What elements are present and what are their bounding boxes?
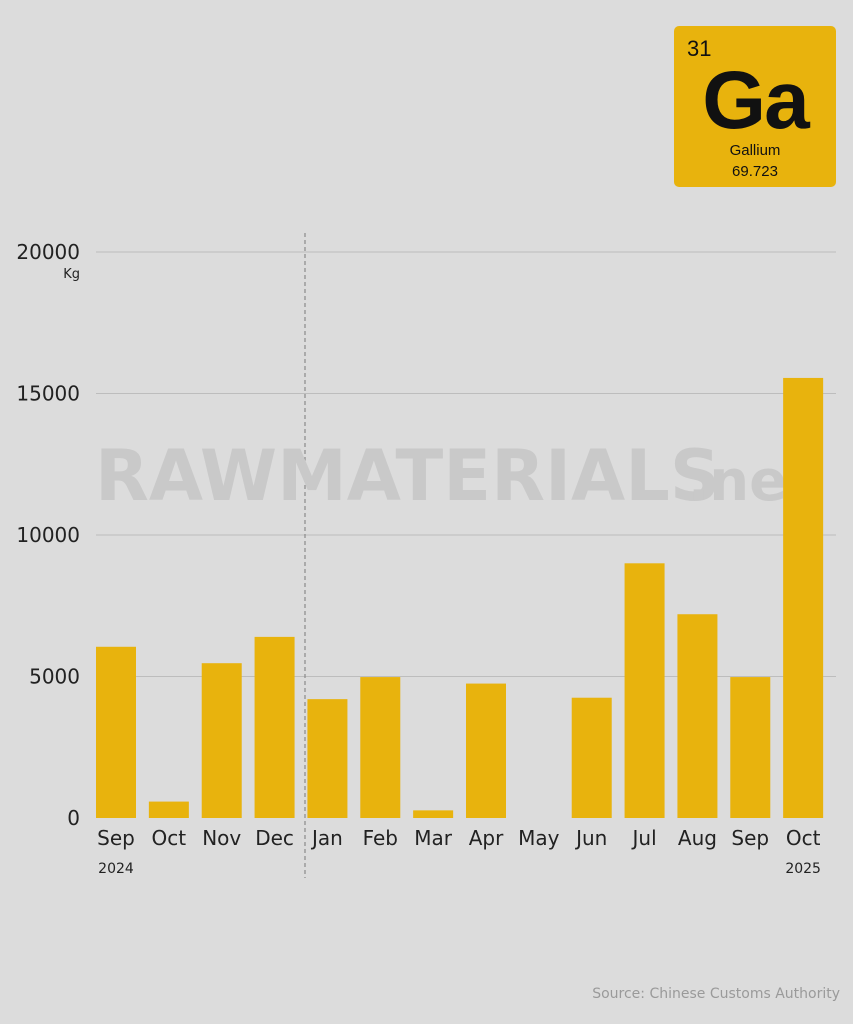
element-name: Gallium xyxy=(729,142,781,159)
x-tick-label: Mar xyxy=(414,826,453,850)
atomic-mass: 69.723 xyxy=(732,163,778,180)
x-tick-label: Jul xyxy=(631,826,657,850)
x-tick-label: Dec xyxy=(255,826,294,850)
y-tick-label: 5000 xyxy=(29,665,80,689)
y-tick-label: 15000 xyxy=(16,382,80,406)
bars-layer xyxy=(96,377,824,818)
x-tick-label: Feb xyxy=(363,826,398,850)
bar-apr-7 xyxy=(466,683,506,818)
bar-dec-3 xyxy=(254,636,295,818)
x-tick-label: Sep xyxy=(97,826,135,850)
y-tick-label: 10000 xyxy=(16,523,80,547)
element-symbol: Ga xyxy=(702,55,809,146)
x-tick-label: Oct xyxy=(786,826,821,850)
watermark-main: RAWMATERIALS xyxy=(95,435,720,517)
y-tick-label: 20000 xyxy=(16,240,80,264)
bar-oct-1 xyxy=(148,801,189,818)
year-label-2024: 2024 xyxy=(98,861,134,877)
bar-jan-4 xyxy=(307,699,348,818)
bar-nov-2 xyxy=(201,663,242,818)
bar-mar-6 xyxy=(413,810,454,818)
x-tick-label: Apr xyxy=(469,826,504,850)
atomic-number: 31 xyxy=(687,36,712,61)
x-tick-label: Aug xyxy=(678,826,717,850)
bar-sep-0 xyxy=(96,646,136,818)
x-tick-label: Jun xyxy=(574,826,607,850)
bar-jun-9 xyxy=(571,697,612,818)
bar-jul-10 xyxy=(624,563,665,818)
x-tick-label: Jan xyxy=(310,826,343,850)
x-tick-label: Sep xyxy=(731,826,769,850)
gallium-element-tile: 31 Ga Gallium 69.723 xyxy=(674,26,836,187)
y-tick-label: 0 xyxy=(67,806,80,830)
y-unit-label: Kg xyxy=(63,267,80,282)
bar-sep-12 xyxy=(730,677,771,818)
labels-layer: 0 5000 10000 15000 20000 Kg Sep Oct Nov Dec Jan Feb… xyxy=(16,240,821,877)
source-note: Source: Chinese Customs Authority xyxy=(592,986,840,1002)
x-tick-label: Oct xyxy=(152,826,187,850)
bar-oct-13 xyxy=(783,377,824,818)
x-tick-label: Nov xyxy=(202,826,241,850)
x-tick-label: May xyxy=(518,826,560,850)
bar-feb-5 xyxy=(360,677,401,818)
year-label-2025: 2025 xyxy=(785,861,821,877)
bar-aug-11 xyxy=(677,614,718,818)
